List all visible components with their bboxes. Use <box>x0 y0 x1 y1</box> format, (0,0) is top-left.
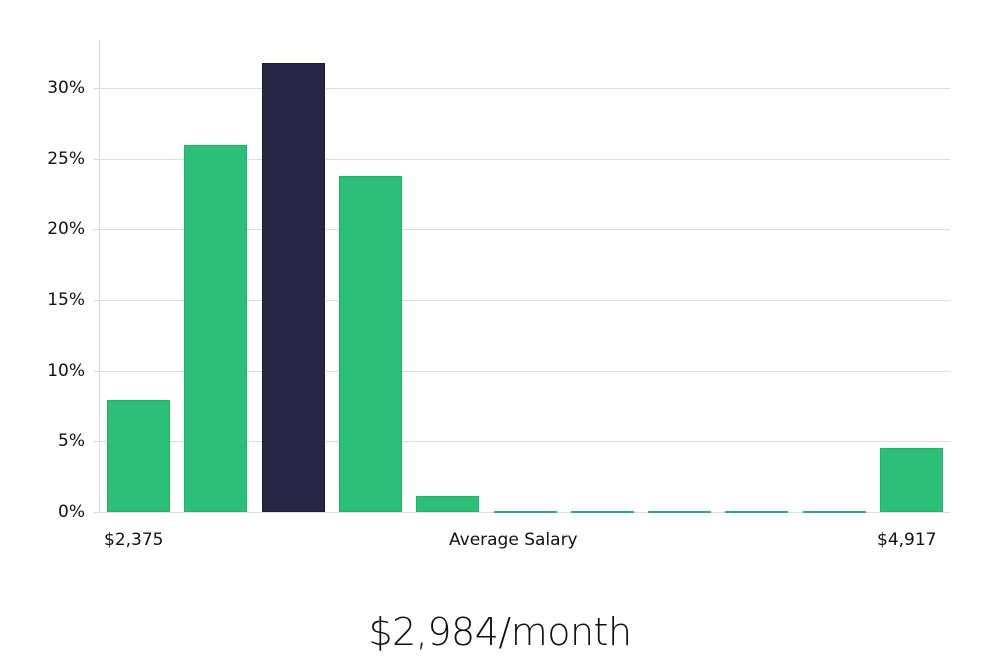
x-axis-title: Average Salary <box>449 530 578 550</box>
histogram-bar <box>339 175 402 512</box>
highlighted-bar <box>262 62 325 512</box>
y-tick-label: 25% <box>47 148 85 169</box>
y-tick-label: 10% <box>47 360 85 381</box>
y-tick-label: 5% <box>58 431 85 452</box>
histogram-bar <box>184 144 247 512</box>
y-tick-label: 20% <box>47 219 85 240</box>
gridline <box>93 300 950 301</box>
y-tick-label: 0% <box>58 502 85 522</box>
average-salary-value: $2,984/month <box>368 610 632 654</box>
histogram-bar <box>416 496 479 512</box>
y-tick-label: 15% <box>47 290 85 310</box>
y-axis-line <box>99 40 100 513</box>
histogram-bar <box>571 510 634 513</box>
y-tick-label: 30% <box>47 78 85 98</box>
x-min-label: $2,375 <box>104 530 164 550</box>
gridline <box>93 371 950 372</box>
histogram-bar <box>880 448 943 512</box>
histogram-bar <box>107 400 170 512</box>
histogram-bar <box>725 510 788 513</box>
histogram-bar <box>803 510 866 513</box>
x-max-label: $4,917 <box>877 530 937 550</box>
histogram-bar <box>494 510 557 513</box>
histogram-bar <box>648 510 711 513</box>
gridline <box>93 512 950 513</box>
gridline <box>93 229 950 230</box>
salary-histogram: 0% 5% 10% 15% 20% 25% 30% <box>47 40 950 522</box>
gridline <box>93 88 950 89</box>
gridline <box>93 159 950 160</box>
gridline <box>93 441 950 442</box>
